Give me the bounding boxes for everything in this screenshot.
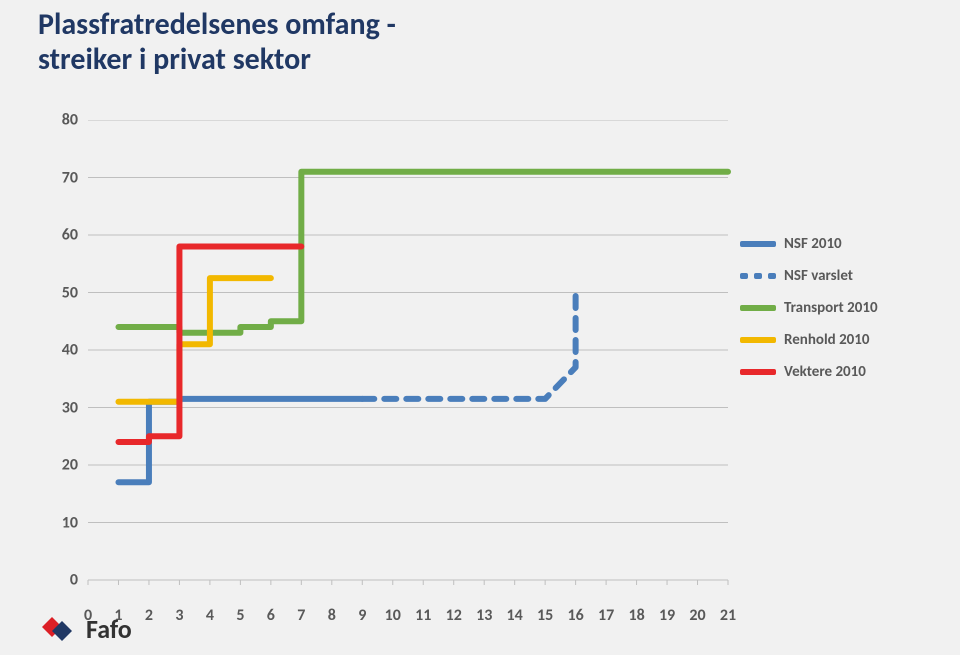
- legend-item-renhold: Renhold 2010: [740, 324, 920, 356]
- y-axis-label: 0: [28, 571, 78, 590]
- x-axis-label: 10: [385, 606, 401, 625]
- slide-root: Plassfratredelsenes omfang - streiker i …: [0, 0, 960, 655]
- legend-label: NSF varslet: [784, 267, 853, 285]
- x-axis-label: 8: [328, 606, 336, 625]
- legend: NSF 2010 NSF varslet Transport 2010 Renhold…: [740, 228, 920, 388]
- x-axis-label: 21: [720, 606, 736, 625]
- x-axis-label: 13: [476, 606, 492, 625]
- fafo-logo-icon: [38, 613, 78, 645]
- x-axis-label: 19: [659, 606, 675, 625]
- x-axis-label: 9: [358, 606, 366, 625]
- x-axis-label: 7: [297, 606, 305, 625]
- x-axis-label: 2: [145, 606, 153, 625]
- x-axis-label: 20: [689, 606, 705, 625]
- legend-swatch: [740, 273, 776, 279]
- legend-label: Vektere 2010: [784, 363, 866, 381]
- y-axis-label: 40: [28, 341, 78, 360]
- fafo-logo-text: Fafo: [86, 613, 132, 645]
- title-line-1: Plassfratredelsenes omfang -: [38, 6, 396, 43]
- legend-swatch: [740, 337, 776, 343]
- x-axis-label: 17: [598, 606, 614, 625]
- series-renhold: [118, 278, 270, 402]
- x-axis-label: 18: [628, 606, 644, 625]
- x-axis-label: 15: [537, 606, 553, 625]
- legend-item-vektere: Vektere 2010: [740, 356, 920, 388]
- x-axis-label: 6: [267, 606, 275, 625]
- x-axis-labels: 0123456789101112131415161718192021: [38, 600, 918, 628]
- legend-swatch: [740, 241, 776, 247]
- x-axis-label: 16: [568, 606, 584, 625]
- series-nsf: [118, 399, 362, 482]
- x-axis-label: 5: [236, 606, 244, 625]
- legend-label: NSF 2010: [784, 235, 842, 253]
- series-nsf-varslet: [362, 293, 575, 399]
- fafo-logo: Fafo: [38, 613, 132, 645]
- x-axis-label: 4: [206, 606, 214, 625]
- y-axis-label: 60: [28, 226, 78, 245]
- legend-item-nsf-varslet: NSF varslet: [740, 260, 920, 292]
- x-axis-label: 12: [446, 606, 462, 625]
- y-axis-label: 80: [28, 111, 78, 130]
- y-axis-label: 50: [28, 283, 78, 302]
- page-title: Plassfratredelsenes omfang - streiker i …: [38, 8, 738, 77]
- legend-swatch: [740, 305, 776, 311]
- x-axis-label: 14: [507, 606, 523, 625]
- legend-item-nsf: NSF 2010: [740, 228, 920, 260]
- y-axis-label: 20: [28, 456, 78, 475]
- title-line-2: streiker i privat sektor: [38, 41, 311, 78]
- chart-container: 01020304050607080 0123456789101112131415…: [38, 120, 918, 600]
- y-axis-label: 10: [28, 513, 78, 532]
- legend-swatch: [740, 369, 776, 375]
- y-axis-label: 70: [28, 168, 78, 187]
- legend-label: Renhold 2010: [784, 331, 869, 349]
- x-axis-label: 11: [415, 606, 431, 625]
- legend-label: Transport 2010: [784, 299, 878, 317]
- y-axis-labels: 01020304050607080: [28, 120, 78, 600]
- y-axis-label: 30: [28, 398, 78, 417]
- legend-item-transport: Transport 2010: [740, 292, 920, 324]
- x-axis-label: 3: [175, 606, 183, 625]
